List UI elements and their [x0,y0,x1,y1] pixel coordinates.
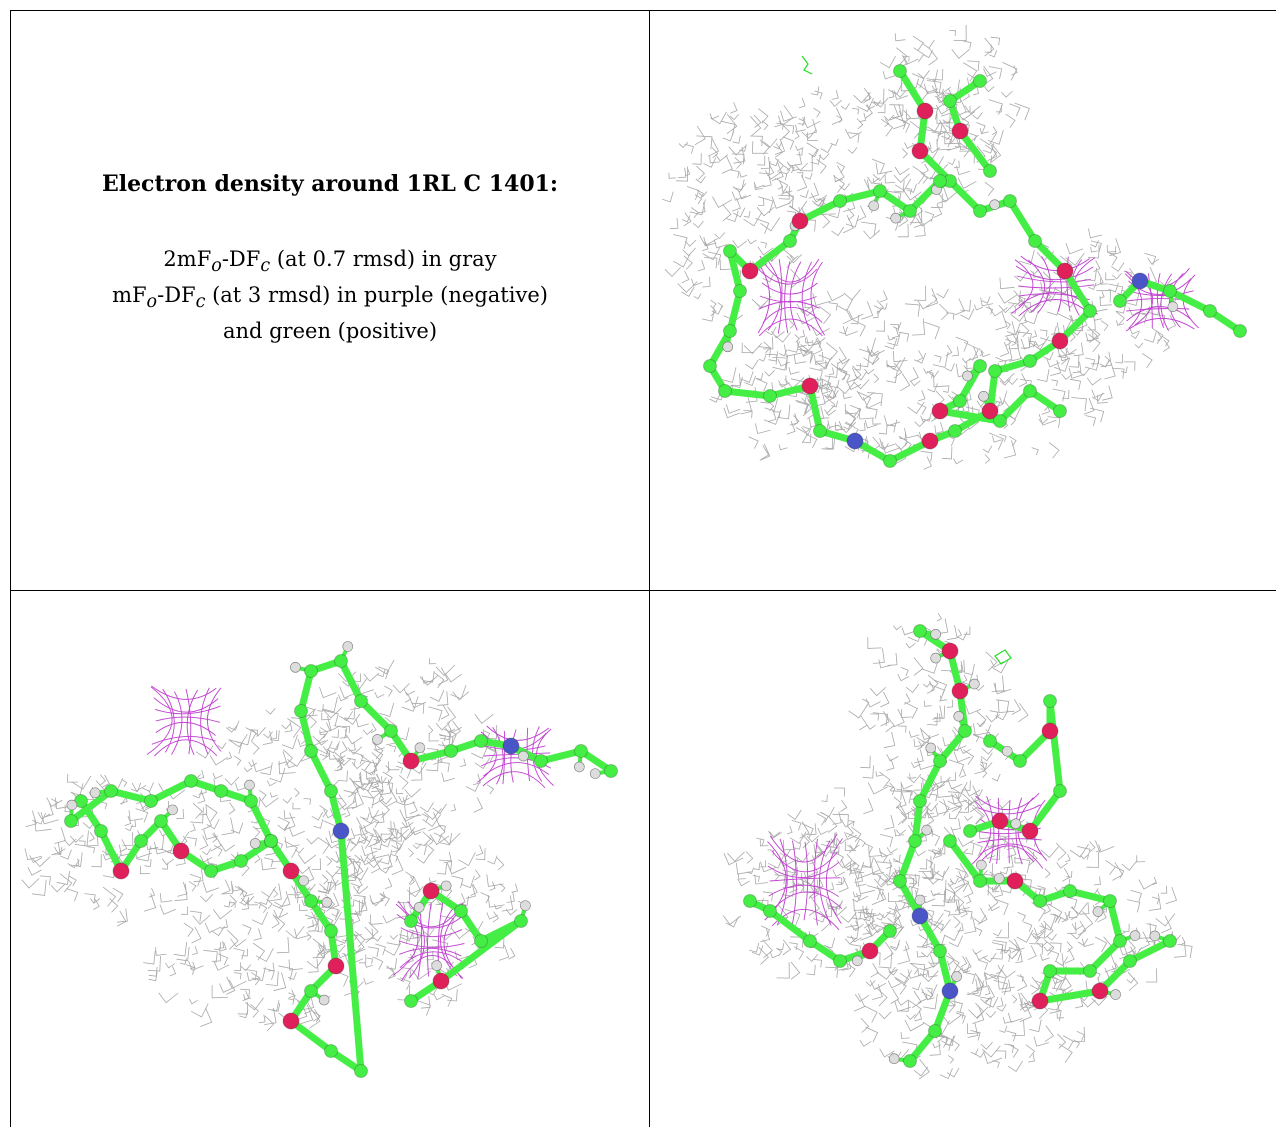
positive-density-fragment [994,649,1012,665]
density-panel-top-right [650,11,1276,590]
caption-line-mfo-dfc: mFo-DFc (at 3 rmsd) in purple (negative) [112,283,548,313]
gray-density-mesh [662,24,1178,470]
caption-title: Electron density around 1RL C 1401: [101,171,559,197]
table-border-top [10,10,1276,11]
molecule-render-bottom-right [722,613,1193,1080]
caption-line-2mfo-dfc: 2mFo-DFc (at 0.7 rmsd) in gray [163,247,497,277]
negative-density-cage [146,685,222,757]
positive-density-fragment [801,55,813,75]
table-border-middle [10,590,1276,591]
table-border-left [10,10,11,1127]
ligand-molecule [64,641,618,1078]
caption: Electron density around 1RL C 1401: 2mFo… [11,169,649,346]
caption-cell: Electron density around 1RL C 1401: 2mFo… [11,11,649,590]
negative-density-cage [971,792,1048,869]
density-panel-bottom-right [650,591,1276,1127]
ligand-molecule [743,624,1177,1068]
caption-line-positive: and green (positive) [222,319,438,344]
ligand-molecule [703,64,1247,468]
molecule-render-top-right [662,24,1247,470]
table-border-center [649,10,650,1127]
negative-density-cage [757,255,826,337]
molecule-render-bottom-left [21,641,618,1078]
density-panel-bottom-left [11,591,649,1127]
